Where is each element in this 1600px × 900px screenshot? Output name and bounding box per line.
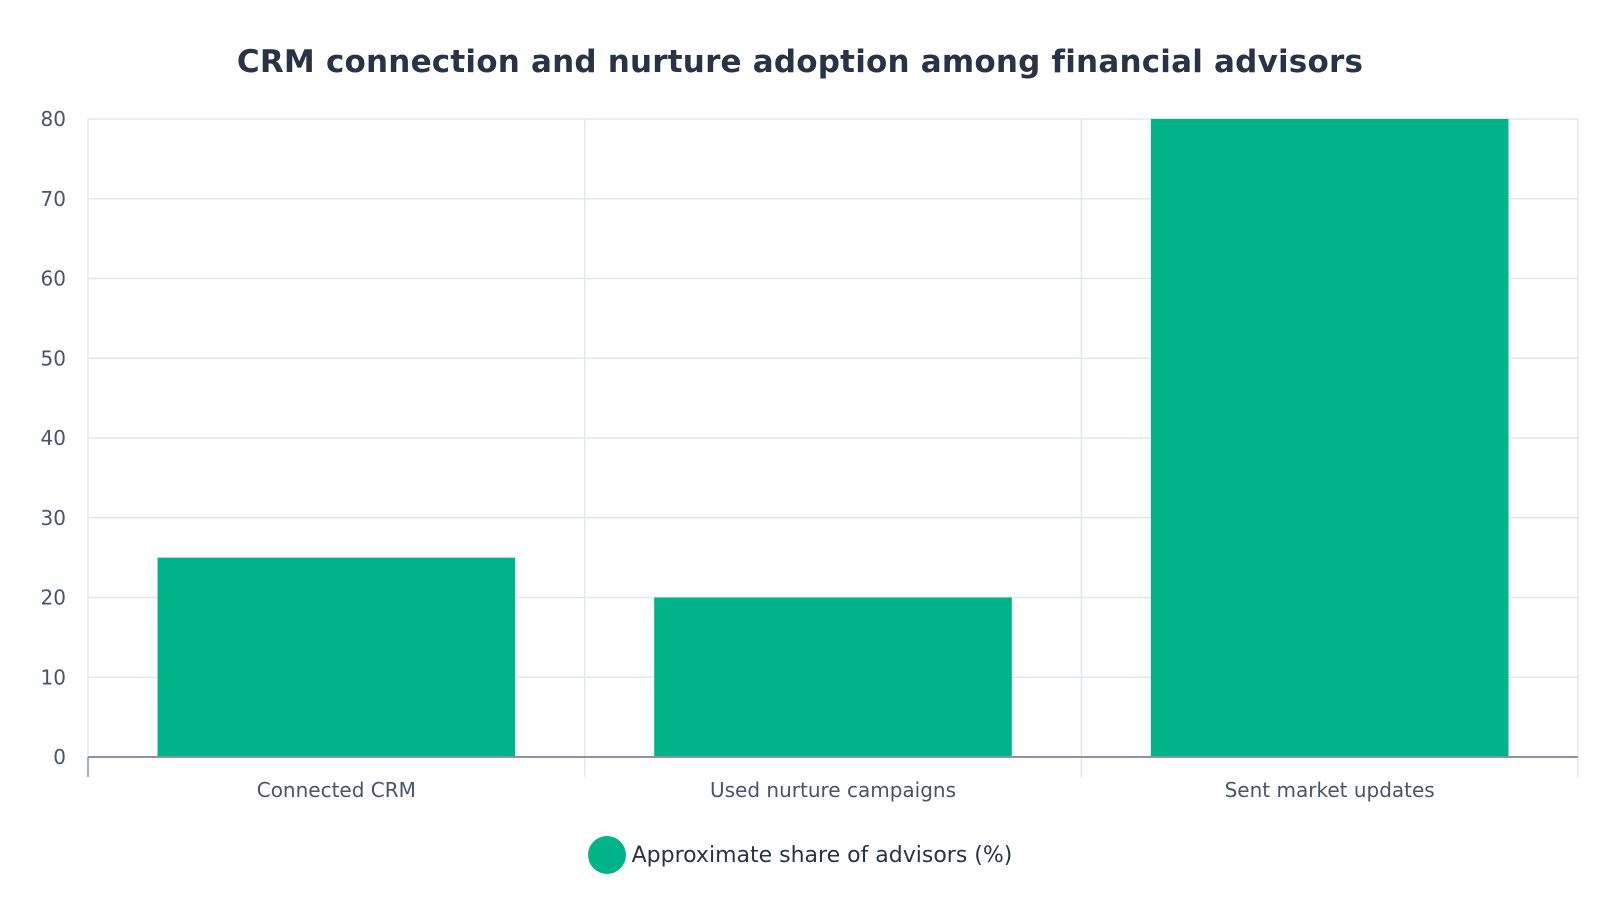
y-tick-label: 30 <box>41 506 66 530</box>
y-tick-label: 80 <box>41 107 66 131</box>
bar[interactable] <box>654 597 1012 758</box>
y-tick-label: 10 <box>41 665 66 689</box>
y-tick-label: 40 <box>41 426 66 450</box>
y-tick-label: 70 <box>41 187 66 211</box>
y-tick-label: 50 <box>41 346 66 370</box>
chart-title: CRM connection and nurture adoption amon… <box>236 44 1364 80</box>
x-tick-label: Connected CRM <box>257 778 416 802</box>
x-tick-label: Used nurture campaigns <box>710 778 956 802</box>
y-tick-label: 0 <box>53 745 66 769</box>
legend[interactable]: Approximate share of advisors (%) <box>0 836 1600 874</box>
y-tick-label: 60 <box>41 267 66 291</box>
y-tick-label: 20 <box>41 586 66 610</box>
legend-label: Approximate share of advisors (%) <box>631 842 1013 868</box>
bar[interactable] <box>157 557 516 757</box>
axis-layer: 0 10 20 30 40 50 60 70 80 Connected CRM Used nurtu… <box>41 107 1579 802</box>
bar[interactable] <box>1150 119 1509 757</box>
bar-layer <box>157 119 1509 758</box>
x-tick-label: Sent market updates <box>1225 778 1435 802</box>
legend-swatch <box>587 836 626 874</box>
